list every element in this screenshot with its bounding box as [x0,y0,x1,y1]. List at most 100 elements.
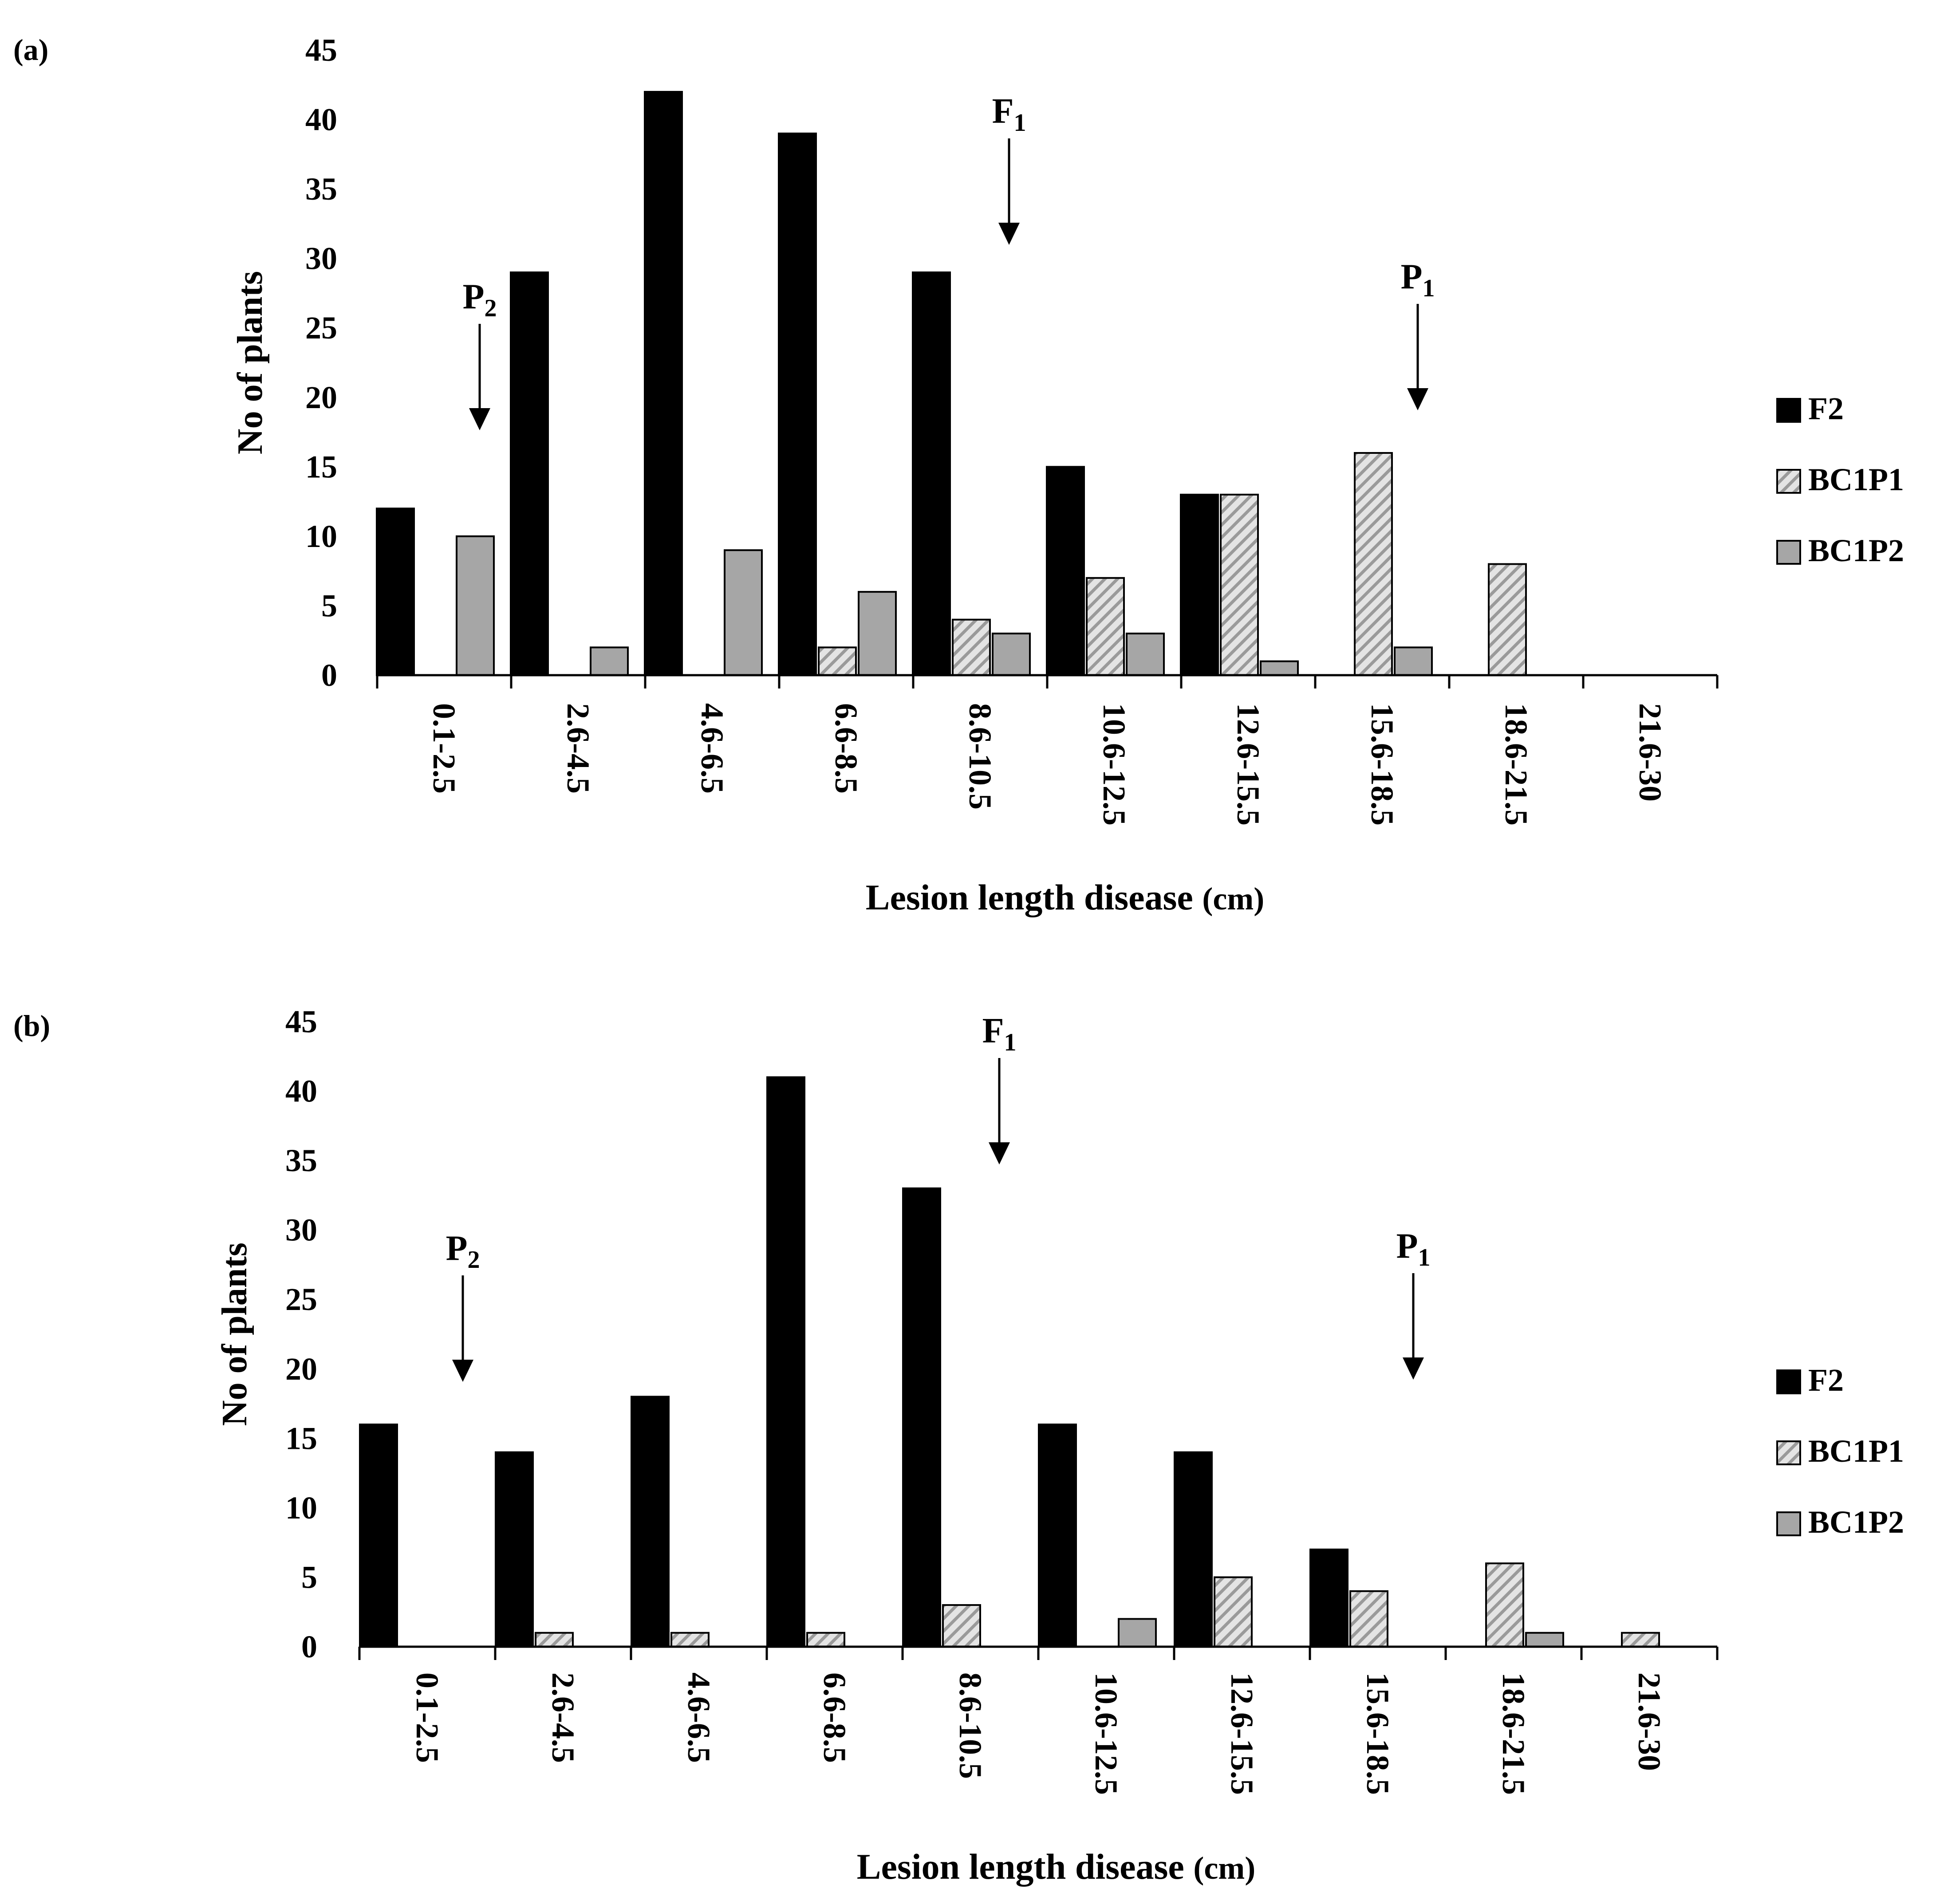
legend-label-bc1p2: BC1P2 [1808,533,1904,568]
y-tick-label: 40 [285,1074,317,1109]
x-tick-label: 4.6-6.5 [681,1672,717,1763]
x-tick-label: 6.6-8.5 [828,703,864,794]
bar-bc1p1-6 [1220,493,1259,676]
bar-f2-2 [631,1396,670,1648]
x-tick-label: 0.1-2.5 [410,1672,445,1763]
bar-bc1p2-5 [1126,633,1165,676]
bar-f2-5 [1038,1424,1077,1648]
annotation-label: P2 [463,277,497,322]
chart-panel-a: (a) 0 5 10 15 20 25 30 35 40 45 No of plants 0.1-2.5… [13,32,1904,917]
legend-swatch-f2 [1776,1369,1801,1394]
legend-label-bc1p1: BC1P1 [1808,462,1904,497]
bar-bc1p2-6 [1260,660,1299,676]
bar-f2-6 [1174,1451,1213,1648]
annotation-arrow-head [1403,1357,1424,1380]
bar-f2-0 [359,1424,398,1648]
bar-f2-6 [1180,493,1219,676]
x-tick-label: 18.6-21.5 [1498,703,1534,826]
bar-bc1p2-4 [992,633,1031,676]
y-tick-label: 30 [305,241,337,276]
bar-bc1p1-9 [1621,1632,1660,1648]
bar-f2-3 [766,1076,805,1648]
bar-bc1p2-5 [1118,1618,1157,1648]
y-tick-label: 15 [305,449,337,484]
bar-bc1p1-2 [670,1632,710,1648]
x-tick-label: 2.6-4.5 [545,1672,581,1763]
bar-bc1p1-3 [818,646,857,677]
y-tick-label: 20 [285,1351,317,1387]
chart-panel-b: (b) 0 5 10 15 20 25 30 35 40 45 No of plants 0.1-2.5… [13,1004,1904,1887]
bar-bc1p1-4 [952,618,991,677]
y-tick-label: 5 [301,1559,317,1595]
bar-bc1p1-5 [1086,577,1125,677]
y-tick-label: 20 [305,380,337,415]
legend-swatch-bc1p1 [1776,1440,1801,1465]
bar-bc1p1-7 [1349,1590,1388,1648]
legend-swatch-bc1p2 [1776,1511,1801,1536]
y-tick-label: 15 [285,1420,317,1456]
bar-bc1p1-8 [1485,1562,1524,1648]
bar-f2-3 [778,132,817,676]
legend-swatch-f2 [1776,398,1801,423]
annotation-label: F1 [982,1011,1017,1056]
bar-bc1p2-1 [590,646,629,677]
x-tick-label: 15.6-18.5 [1364,703,1400,826]
annotation-arrow-head [452,1360,473,1382]
legend-label-f2: F2 [1808,1362,1844,1398]
bar-bc1p1-7 [1354,452,1393,676]
x-tick-label: 10.6-12.5 [1096,703,1132,826]
x-tick-label: 12.6-15.5 [1230,703,1266,826]
x-tick-label: 0.1-2.5 [426,703,462,794]
y-tick-label: 40 [305,102,337,138]
x-tick-label: 2.6-4.5 [560,703,596,794]
annotation-label: P1 [1401,257,1435,302]
y-tick-label: 10 [285,1490,317,1526]
legend-swatch-bc1p2 [1776,540,1801,565]
y-tick-label: 0 [301,1629,317,1664]
x-tick-label: 21.6-30 [1632,1672,1667,1771]
annotation-arrow-head [1407,388,1428,410]
panel-label: (a) [13,33,48,67]
x-tick-label: 10.6-12.5 [1088,1672,1124,1795]
x-tick-label: 6.6-8.5 [817,1672,852,1763]
annotation-label: F1 [992,92,1026,137]
bar-f2-4 [912,271,951,676]
x-tick-label: 4.6-6.5 [694,703,730,794]
y-tick-label: 5 [321,588,337,623]
bar-f2-1 [495,1451,534,1648]
bar-f2-5 [1046,466,1085,677]
bar-bc1p1-6 [1214,1576,1253,1648]
bar-bc1p2-3 [858,591,897,676]
x-axis-label: Lesion length disease (cm) [857,1846,1255,1887]
y-tick-label: 30 [285,1212,317,1248]
bar-bc1p2-0 [456,535,495,677]
bar-bc1p1-1 [535,1632,574,1648]
annotation-label: P2 [446,1229,480,1274]
legend-swatch-bc1p1 [1776,469,1801,494]
y-tick-label: 45 [305,32,337,68]
x-axis-label: Lesion length disease (cm) [866,877,1264,917]
y-axis-label: No of plants [231,271,270,454]
y-tick-label: 10 [305,519,337,554]
x-tick-label: 18.6-21.5 [1496,1672,1531,1795]
bar-bc1p2-8 [1525,1632,1564,1648]
y-tick-label: 45 [285,1004,317,1039]
bar-f2-0 [376,507,415,677]
legend-label-f2: F2 [1808,391,1844,426]
bar-bc1p1-4 [942,1604,981,1648]
x-tick-label: 21.6-30 [1632,703,1668,802]
y-tick-label: 35 [285,1143,317,1178]
annotation-arrow-head [469,408,490,430]
y-tick-label: 35 [305,171,337,207]
x-tick-label: 15.6-18.5 [1360,1672,1396,1795]
bar-bc1p1-8 [1488,563,1527,676]
bar-f2-2 [644,90,683,676]
legend-label-bc1p2: BC1P2 [1808,1504,1904,1540]
x-tick-label: 8.6-10.5 [962,703,998,810]
bar-bc1p2-7 [1394,646,1433,677]
bar-bc1p2-2 [724,549,763,676]
y-tick-label: 25 [305,310,337,346]
legend-label-bc1p1: BC1P1 [1808,1433,1904,1469]
y-tick-label: 25 [285,1282,317,1317]
